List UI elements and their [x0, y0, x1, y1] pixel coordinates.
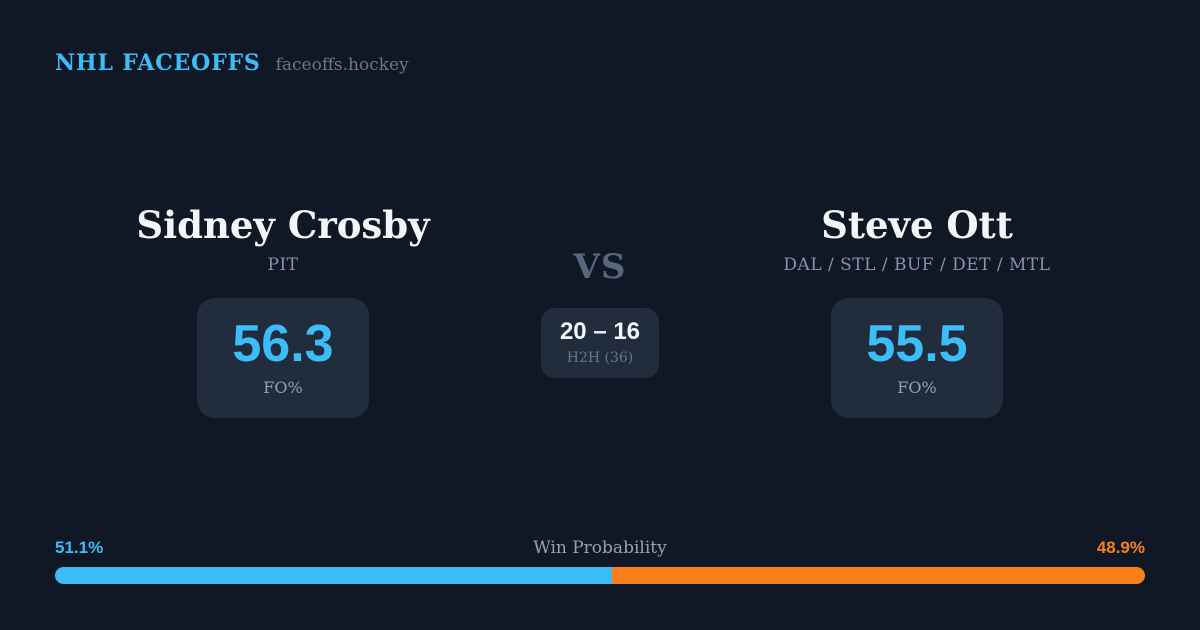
player-right-column: Steve Ott DAL / STL / BUF / DET / MTL 55…	[689, 205, 1145, 418]
player-right-fo-value: 55.5	[866, 315, 968, 374]
h2h-label: H2H (36)	[566, 350, 634, 366]
vs-label: VS	[573, 247, 627, 287]
win-probability-left-pct: 51.1%	[55, 538, 104, 557]
win-bar-left-segment	[55, 567, 612, 584]
h2h-score: 20 – 16	[559, 318, 641, 345]
win-probability-title: Win Probability	[533, 538, 667, 558]
player-right-name: Steve Ott	[821, 203, 1013, 247]
win-probability-right-pct: 48.9%	[1096, 538, 1145, 557]
player-left-column: Sidney Crosby PIT 56.3 FO%	[55, 205, 511, 418]
brand-title: NHL FACEOFFS	[55, 50, 261, 76]
brand-domain: faceoffs.hockey	[275, 55, 409, 75]
player-left-name: Sidney Crosby	[136, 203, 430, 247]
matchup-center-column: VS 20 – 16 H2H (36)	[480, 250, 720, 378]
player-right-fo-card: 55.5 FO%	[831, 297, 1003, 418]
win-bar-right-segment	[611, 567, 1145, 584]
player-left-fo-label: FO%	[263, 378, 303, 398]
player-left-fo-card: 56.3 FO%	[197, 297, 369, 418]
win-probability-section: 51.1% Win Probability 48.9%	[55, 538, 1145, 584]
player-left-fo-value: 56.3	[232, 315, 334, 374]
player-right-fo-label: FO%	[897, 378, 937, 398]
win-probability-labels: 51.1% Win Probability 48.9%	[55, 538, 1145, 558]
player-right-teams: DAL / STL / BUF / DET / MTL	[783, 254, 1051, 275]
h2h-card: 20 – 16 H2H (36)	[541, 308, 659, 378]
win-probability-bar	[55, 567, 1145, 584]
player-left-teams: PIT	[267, 254, 299, 275]
header: NHL FACEOFFS faceoffs.hockey	[55, 50, 409, 76]
